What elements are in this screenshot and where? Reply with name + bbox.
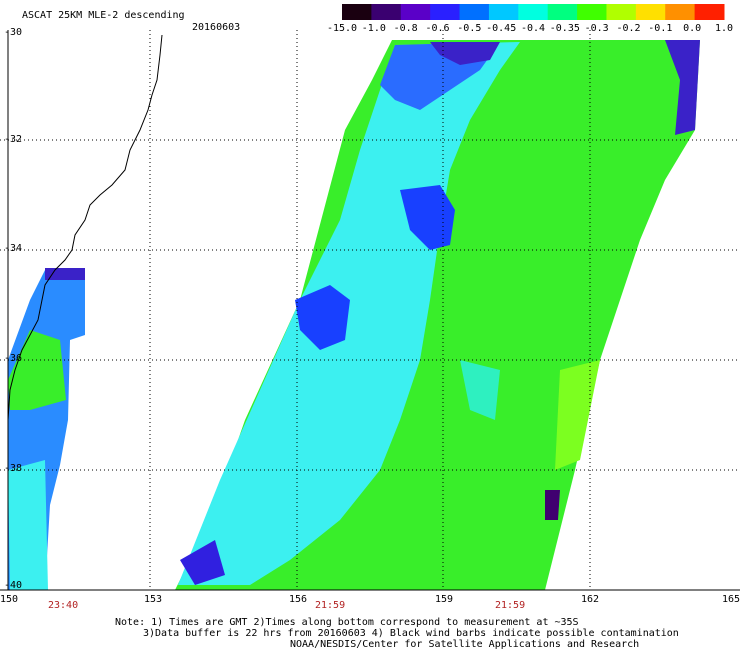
- colorbar-swatch: [459, 4, 490, 20]
- swath-blue-west: [295, 285, 350, 350]
- pass-time-2: 21:59: [315, 600, 346, 611]
- lon-label-156: 156: [289, 594, 308, 605]
- lat-label-36: -36: [4, 353, 23, 364]
- colorbar-swatch: [606, 4, 637, 20]
- colorbar-swatch: [547, 4, 578, 20]
- colorbar-swatch: [577, 4, 607, 20]
- colorbar-label: -15.0: [327, 23, 357, 34]
- colorbar-swatch: [488, 4, 519, 20]
- colorbar-swatch: [518, 4, 549, 20]
- colorbar-swatch: [371, 4, 402, 20]
- swath-teal-center: [460, 360, 500, 420]
- colorbar-swatch: [400, 4, 431, 20]
- swath-dark-se: [545, 490, 560, 520]
- colorbar: -15.0 -1.0 -0.8 -0.6 -0.5 -0.45 -0.4 -0.35 -0.3-…: [327, 4, 733, 34]
- colorbar-label: -0.1: [648, 23, 672, 34]
- lat-label-32: -32: [4, 134, 23, 145]
- note-line-3: NOAA/NESDIS/Center for Satellite Applica…: [290, 639, 640, 650]
- date-label: 20160603: [192, 22, 241, 33]
- lat-label-30: -30: [4, 27, 23, 38]
- colorbar-swatch: [430, 4, 461, 20]
- swath-purple-north: [430, 42, 500, 65]
- grid: [0, 30, 740, 590]
- colorbar-label: -0.5: [457, 23, 481, 34]
- coastline: [7, 34, 163, 421]
- pass-time-1: 23:40: [48, 600, 79, 611]
- swath-dark-east: [665, 40, 700, 135]
- colorbar-swatch: [342, 4, 372, 20]
- colorbar-label: -0.3: [585, 23, 609, 34]
- colorbar-label: 1.0: [715, 23, 733, 34]
- lon-label-159: 159: [435, 594, 454, 605]
- colorbar-label: -0.35: [550, 23, 580, 34]
- swath-lightgreen-east: [555, 360, 600, 470]
- colorbar-swatch: [665, 4, 696, 20]
- colorbar-label: -0.6: [425, 23, 449, 34]
- colorbar-swatch: [635, 4, 666, 20]
- title: ASCAT 25KM MLE-2 descending: [22, 10, 185, 21]
- lat-label-34: -34: [4, 243, 23, 254]
- note-line-2: 3)Data buffer is 22 hrs from 20160603 4)…: [143, 628, 679, 639]
- note-line-1: Note: 1) Times are GMT 2)Times along bot…: [115, 617, 579, 628]
- lon-label-165: 165: [722, 594, 740, 605]
- pass-time-3: 21:59: [495, 600, 526, 611]
- colorbar-label: -0.4: [521, 23, 545, 34]
- colorbar-label: -0.8: [394, 23, 418, 34]
- lat-label-40: -40: [4, 580, 23, 591]
- colorbar-label: -0.2: [616, 23, 640, 34]
- lon-label-150: 150: [0, 594, 19, 605]
- swath-blue-sw: [180, 540, 225, 585]
- lon-label-162: 162: [581, 594, 600, 605]
- swath-west-dark: [45, 268, 85, 280]
- lat-label-38: -38: [4, 463, 23, 474]
- swath-west-cyan: [8, 460, 48, 590]
- colorbar-label: 0.0: [683, 23, 701, 34]
- swath-blue-mid: [400, 185, 455, 250]
- colorbar-label: -1.0: [362, 23, 386, 34]
- swath-cyan-west: [178, 42, 520, 585]
- colorbar-swatch: [694, 4, 725, 20]
- colorbar-label: -0.45: [486, 23, 516, 34]
- lon-label-153: 153: [144, 594, 163, 605]
